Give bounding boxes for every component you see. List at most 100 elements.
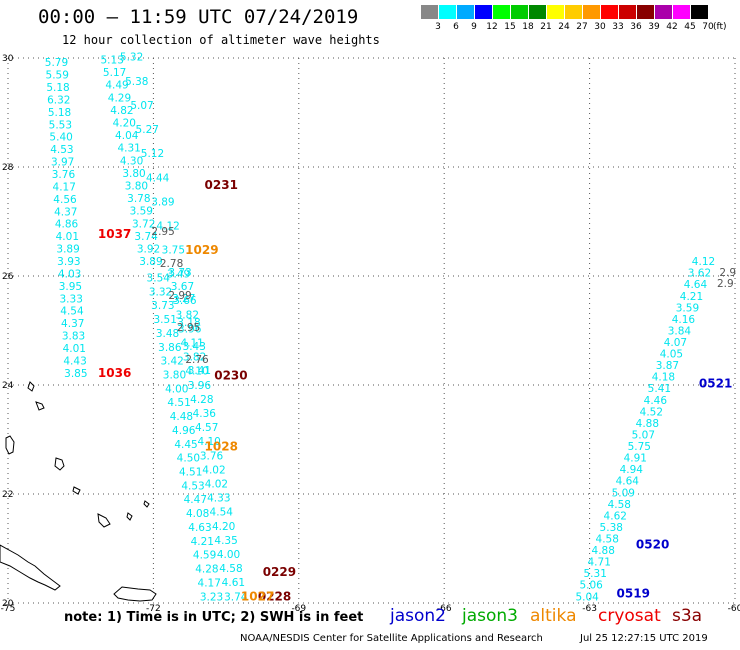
wave-height-value: 3.93 bbox=[57, 256, 80, 268]
wave-height-value: 3.33 bbox=[60, 293, 83, 305]
lon-tick-label: -63 bbox=[582, 604, 597, 614]
wave-height-value: 4.00 bbox=[165, 383, 188, 395]
track-d: 3.54 3.32 3.73 3.51 3.48 3.86 3.423.80 4.00 4.51… bbox=[147, 272, 224, 603]
wave-height-value: 4.58 bbox=[219, 563, 242, 575]
wave-height-value: 4.49 bbox=[105, 80, 128, 92]
lat-tick-label: 20 bbox=[2, 599, 14, 609]
pass-time-label: 1037 bbox=[98, 227, 131, 241]
wave-height-value: 3.89 bbox=[151, 196, 174, 208]
wave-height-value: 4.88 bbox=[636, 418, 659, 430]
track-f: 5.045.065.314.714.884.585.384.624.585.09… bbox=[575, 256, 715, 603]
wave-height-value: 2.95 bbox=[151, 226, 174, 238]
wave-height-value: 4.36 bbox=[193, 408, 217, 420]
legend-swatch bbox=[439, 5, 456, 19]
wave-height-value: 3.54 bbox=[147, 272, 171, 284]
legend-label: 70 bbox=[702, 22, 714, 32]
wave-height-value: 4.56 bbox=[53, 194, 77, 206]
wave-height-value: 4.43 bbox=[63, 355, 86, 367]
legend-swatch bbox=[601, 5, 618, 19]
wave-height-value: 3.62 bbox=[688, 268, 711, 280]
wave-height-value: 4.16 bbox=[672, 314, 696, 326]
wave-height-value: 4.51 bbox=[167, 397, 190, 409]
island-3 bbox=[97, 513, 111, 528]
track-b: 5.135.174.494.294.824.204.044.314.303.80… bbox=[101, 54, 163, 268]
wave-height-value: 4.21 bbox=[191, 536, 214, 548]
satellite-label-altika: altika bbox=[530, 606, 577, 626]
wave-height-value: 3.80 bbox=[125, 180, 148, 192]
legend-label: 27 bbox=[576, 22, 588, 32]
island-2 bbox=[54, 457, 65, 471]
wave-height-value: 3.72 bbox=[132, 218, 155, 230]
wave-height-value: 3.89 bbox=[139, 256, 162, 268]
legend-swatch bbox=[529, 5, 546, 19]
wave-height-value: 4.82 bbox=[110, 105, 133, 117]
track-c: 5.32 5.38 5.07 5.27 5.12 4.44 3.89 4.12 3.75 3.49… bbox=[120, 52, 211, 377]
wave-height-value: 4.29 bbox=[108, 92, 131, 104]
track-h: 2.92.9 bbox=[717, 267, 736, 290]
lon-tick-label: -72 bbox=[146, 604, 161, 614]
wave-height-value: 5.31 bbox=[584, 568, 607, 580]
wave-height-value: 5.09 bbox=[612, 487, 635, 499]
satellite-label-jason2: jason2 bbox=[390, 606, 446, 626]
wave-height-value: 4.35 bbox=[214, 535, 237, 547]
wave-height-value: 4.00 bbox=[217, 549, 240, 561]
wave-height-value: 5.07 bbox=[130, 100, 153, 112]
wave-height-value: 3.23 bbox=[200, 591, 223, 603]
pass-time-label: 0521 bbox=[699, 377, 732, 391]
island-7 bbox=[126, 512, 133, 521]
wave-height-value: 5.40 bbox=[49, 132, 72, 144]
wave-height-value: 3.49 bbox=[167, 269, 190, 281]
satellite-label-s3a: s3a bbox=[672, 606, 703, 626]
wave-height-value: 4.17 bbox=[53, 181, 76, 193]
wave-height-value: 3.73 bbox=[168, 267, 191, 279]
legend-label: 24 bbox=[558, 22, 570, 32]
pass-time-label: 0519 bbox=[617, 587, 650, 601]
legend-swatch bbox=[457, 5, 474, 19]
wave-height-value: 4.31 bbox=[117, 143, 140, 155]
wave-height-value: 5.18 bbox=[48, 107, 71, 119]
lat-tick-label: 26 bbox=[2, 272, 14, 282]
wave-height-value: 4.44 bbox=[146, 172, 170, 184]
pass-time-label: 1028 bbox=[205, 439, 238, 453]
axis-ticks: -75 -72 -69 -66 -63 -60 30 28 26 24 22 20 bbox=[1, 54, 740, 614]
wave-height-value: 5.06 bbox=[579, 580, 603, 592]
wave-height-value: 4.28 bbox=[195, 564, 218, 576]
wave-height-value: 4.05 bbox=[660, 349, 683, 361]
wave-height-value: 6.32 bbox=[47, 94, 70, 106]
legend-swatch bbox=[637, 5, 654, 19]
legend-unit: (ft) bbox=[713, 22, 727, 32]
pass-time-label: 0231 bbox=[205, 178, 238, 192]
wave-height-value: 4.53 bbox=[181, 480, 204, 492]
wave-height-value: 3.32 bbox=[149, 286, 172, 298]
wave-height-value: 3.74 bbox=[224, 591, 248, 603]
wave-height-value: 4.03 bbox=[58, 268, 81, 280]
wave-height-value: 3.82 bbox=[176, 309, 199, 321]
wave-height-value: 3.27 bbox=[172, 293, 195, 305]
legend-swatch bbox=[583, 5, 600, 19]
wave-height-value: 3.78 bbox=[127, 193, 150, 205]
wave-height-value: 4.07 bbox=[664, 337, 687, 349]
wave-height-value: 4.33 bbox=[207, 493, 230, 505]
satellite-label-cryosat: cryosat bbox=[598, 606, 661, 626]
map-grid bbox=[7, 57, 736, 604]
legend-label: 18 bbox=[522, 22, 534, 32]
wave-height-value: 3.82 bbox=[183, 352, 206, 364]
wave-height-value: 4.02 bbox=[205, 478, 228, 490]
wave-height-value: 5.32 bbox=[120, 52, 143, 64]
wave-height-value: 4.64 bbox=[684, 279, 708, 291]
chart-subtitle: 12 hour collection of altimeter wave hei… bbox=[62, 33, 380, 47]
wave-height-value: 2.9 bbox=[719, 267, 736, 279]
wave-height-value: 3.97 bbox=[51, 157, 74, 169]
wave-height-value: 4.28 bbox=[190, 394, 213, 406]
lat-tick-label: 30 bbox=[2, 54, 14, 64]
wave-height-value: 4.86 bbox=[55, 219, 79, 231]
island-4 bbox=[35, 401, 45, 411]
wave-height-value: 2.78 bbox=[160, 258, 183, 270]
wave-height-value: 2.76 bbox=[185, 354, 209, 366]
wave-height-value: 5.38 bbox=[125, 76, 148, 88]
wave-height-value: 4.54 bbox=[210, 507, 234, 519]
wave-height-value: 4.46 bbox=[644, 395, 668, 407]
footer-note: note: 1) Time is in UTC; 2) SWH is in fe… bbox=[64, 610, 364, 625]
wave-height-value: 4.59 bbox=[193, 550, 216, 562]
